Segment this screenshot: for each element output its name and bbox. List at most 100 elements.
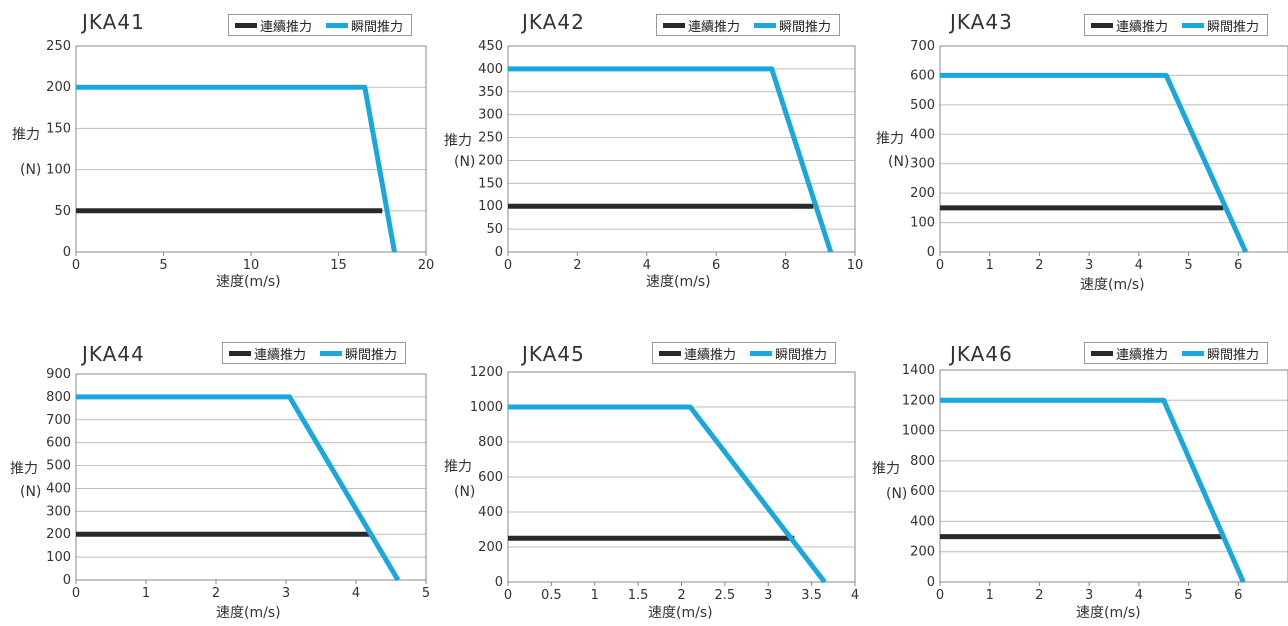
legend-swatch-peak: [754, 22, 777, 28]
y-axis-unit: (N): [20, 162, 42, 178]
legend-label: 瞬間推力: [775, 347, 828, 363]
y-tick-label: 300: [910, 157, 935, 172]
x-tick-label: 5: [1184, 588, 1192, 603]
chart-title: JKA46: [950, 342, 1013, 366]
y-tick-label: 100: [46, 163, 71, 178]
y-tick-label: 1400: [902, 363, 935, 378]
x-axis-label: 速度(m/s): [646, 274, 711, 290]
legend-label: 連續推力: [1116, 19, 1169, 35]
x-tick-label: 1: [986, 258, 994, 273]
y-tick-label: 900: [46, 367, 71, 382]
x-tick-label: 4: [851, 588, 859, 603]
x-tick-label: 10: [847, 258, 864, 273]
chart-title: JKA44: [82, 342, 145, 366]
x-tick-label: 0: [504, 588, 512, 603]
y-axis-label: 推力: [876, 131, 904, 147]
x-tick-label: 6: [1234, 588, 1242, 603]
legend-item-continuous: 連續推力: [1091, 344, 1168, 363]
plot-svg: 0 200 400 600 800 1000 1200 0 0.5 1 1.5 2 2.5 3 3.5 4: [470, 365, 859, 603]
legend-label: 連續推力: [688, 19, 741, 35]
y-tick-label: 0: [495, 575, 503, 590]
y-tick-label: 200: [46, 80, 71, 95]
y-tick-label: 800: [46, 390, 71, 405]
y-tick-label: 350: [478, 85, 503, 100]
y-tick-label: 200: [910, 186, 935, 201]
y-axis-label: 推力: [10, 461, 38, 477]
chart-jka46: JKA46 連續推力 瞬間推力 推力 (N) 速度(m/s) 0 200 400 60…: [862, 326, 1288, 626]
y-tick-label: 800: [478, 435, 503, 450]
y-axis-unit: (N): [20, 484, 42, 500]
legend-swatch-peak: [320, 350, 343, 356]
y-tick-label: 250: [478, 131, 503, 146]
chart-title: JKA45: [522, 342, 585, 366]
legend-swatch-peak: [1182, 22, 1205, 28]
y-tick-label: 800: [910, 454, 935, 469]
legend-item-peak: 瞬間推力: [320, 344, 397, 363]
x-tick-label: 2: [212, 586, 220, 601]
x-tick-label: 0: [504, 258, 512, 273]
legend-label: 瞬間推力: [779, 19, 832, 35]
y-axis-label: 推力: [444, 459, 472, 475]
y-tick-label: 100: [46, 550, 71, 565]
legend-swatch-peak: [326, 22, 349, 28]
x-tick-label: 2: [677, 588, 685, 603]
y-tick-label: 0: [63, 573, 71, 588]
y-tick-label: 700: [46, 413, 71, 428]
y-axis-unit: (N): [454, 484, 476, 500]
legend-item-peak: 瞬間推力: [326, 16, 403, 35]
legend-label: 瞬間推力: [351, 19, 404, 35]
y-tick-label: 150: [46, 121, 71, 136]
chart-jka43: JKA43 連續推力 瞬間推力 推力 (N) 速度(m/s) 0 100 200 30…: [862, 0, 1288, 310]
chart-title: JKA41: [82, 10, 145, 34]
legend-item-peak: 瞬間推力: [754, 16, 831, 35]
y-tick-label: 50: [54, 204, 71, 219]
legend-label: 連續推力: [254, 347, 307, 363]
legend-label: 瞬間推力: [1207, 347, 1260, 363]
legend-label: 連續推力: [260, 19, 313, 35]
plot-svg: 0 50 100 150 200 250 300 350 400 450 0 2 4 6 8 10: [478, 39, 864, 273]
chart-title: JKA42: [522, 10, 585, 34]
legend-item-peak: 瞬間推力: [750, 344, 827, 363]
y-tick-label: 400: [910, 514, 935, 529]
y-tick-label: 0: [495, 245, 503, 260]
y-tick-label: 400: [478, 62, 503, 77]
x-tick-label: 1: [142, 586, 150, 601]
series-peak-line: [940, 72, 1248, 254]
y-tick-label: 500: [46, 459, 71, 474]
x-tick-label: 0: [936, 258, 944, 273]
x-tick-label: 3: [282, 586, 290, 601]
legend-swatch-continuous: [659, 350, 681, 356]
x-tick-label: 2: [573, 258, 581, 273]
plot-frame: [939, 45, 1288, 253]
y-tick-label: 700: [910, 39, 935, 54]
y-tick-label: 100: [910, 216, 935, 231]
y-tick-label: 1200: [902, 393, 935, 408]
legend-swatch-continuous: [663, 22, 685, 28]
x-tick-label: 3: [764, 588, 772, 603]
y-tick-label: 500: [910, 98, 935, 113]
legend-label: 連續推力: [1116, 347, 1169, 363]
x-tick-label: 1: [591, 588, 599, 603]
x-tick-label: 0.5: [541, 588, 562, 603]
x-tick-label: 2: [1035, 258, 1043, 273]
x-axis-label: 速度(m/s): [216, 274, 281, 290]
y-axis-unit: (N): [888, 154, 910, 170]
legend: 連續推力 瞬間推力: [1084, 342, 1269, 364]
x-tick-label: 5: [1184, 258, 1192, 273]
y-tick-label: 600: [46, 436, 71, 451]
legend-label: 瞬間推力: [345, 347, 398, 363]
y-axis-label: 推力: [444, 133, 472, 149]
series-peak-line: [76, 84, 397, 253]
legend: 連續推力 瞬間推力: [652, 342, 837, 364]
plot-frame: [75, 373, 427, 581]
y-tick-label: 600: [910, 484, 935, 499]
x-tick-label: 4: [352, 586, 360, 601]
legend: 連續推力 瞬間推力: [1084, 14, 1269, 36]
legend-item-peak: 瞬間推力: [1182, 16, 1259, 35]
y-tick-label: 300: [478, 108, 503, 123]
y-tick-label: 300: [46, 504, 71, 519]
y-tick-label: 400: [478, 505, 503, 520]
y-tick-label: 1000: [470, 400, 503, 415]
series-peak-line: [508, 404, 827, 584]
chart-jka42: JKA42 連續推力 瞬間推力 推力 (N) 速度(m/s) 0 50 100 150…: [430, 0, 870, 310]
